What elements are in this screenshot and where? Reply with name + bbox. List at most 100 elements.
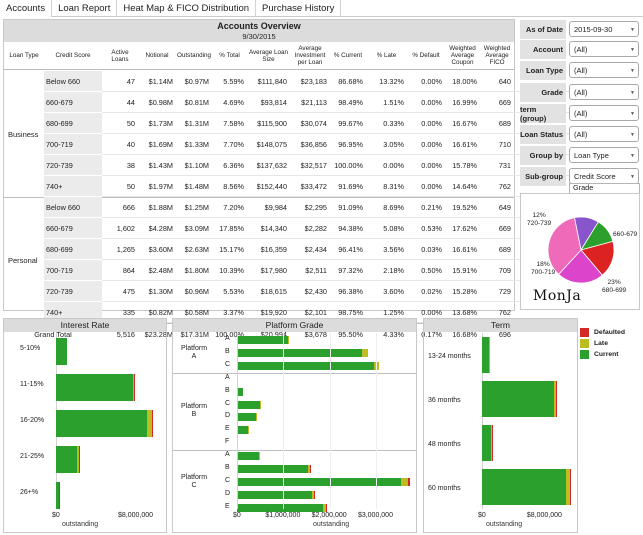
bar-current[interactable]	[482, 337, 489, 373]
table-cell: 40	[126, 140, 135, 149]
bar-current[interactable]	[237, 361, 374, 370]
bar-late[interactable]	[401, 477, 409, 486]
bar-current[interactable]	[237, 400, 261, 409]
bar-current[interactable]	[482, 425, 492, 461]
bar-late[interactable]	[565, 469, 570, 505]
bar-current[interactable]	[237, 426, 249, 435]
column-header[interactable]: Outstanding	[176, 42, 212, 70]
bar-current[interactable]	[56, 338, 67, 365]
bar-current[interactable]	[56, 482, 59, 509]
table-cell: $2,434	[304, 245, 327, 254]
bar-current[interactable]	[482, 381, 554, 417]
legend-late[interactable]: Late	[580, 338, 640, 349]
bar-current[interactable]	[237, 503, 324, 512]
table-cell: 335	[122, 308, 135, 317]
bar-late[interactable]	[362, 348, 368, 357]
column-header[interactable]: Active Loans	[102, 42, 138, 70]
overview-title: Accounts Overview	[217, 21, 301, 31]
table-cell: 7.20%	[223, 203, 244, 212]
filter-value: (All)	[574, 109, 588, 118]
bar-late[interactable]	[147, 410, 152, 437]
filter-select[interactable]: (All) ▼	[569, 41, 639, 57]
filter-select[interactable]: Credit Score ▼	[569, 168, 639, 184]
legend-defaulted[interactable]: Defaulted	[580, 327, 640, 338]
x-tick: $3,000,000	[357, 512, 393, 519]
bar-current[interactable]	[237, 348, 363, 357]
table-cell: 666	[122, 203, 135, 212]
loan-type-label: Business	[8, 129, 39, 139]
bar-late[interactable]	[77, 446, 79, 473]
bar-late[interactable]	[553, 381, 557, 417]
column-header[interactable]: Weighted Average Coupon	[445, 42, 480, 70]
bar-late[interactable]	[323, 503, 326, 512]
tab-accounts[interactable]: Accounts	[0, 0, 53, 17]
bar-current[interactable]	[237, 490, 313, 499]
tab-heat-map[interactable]: Heat Map & FICO Distribution	[117, 0, 257, 17]
subgroup-option[interactable]: Grade	[573, 183, 594, 192]
table-cell: $115,900	[257, 119, 287, 128]
bar-current[interactable]	[237, 465, 308, 473]
pie-slice[interactable]	[547, 217, 582, 275]
table-cell: $3.60M	[148, 245, 173, 254]
tab-purchase-history[interactable]: Purchase History	[256, 0, 342, 17]
bar-current[interactable]	[56, 410, 148, 437]
table-cell: $9,984	[264, 203, 287, 212]
overview-date: 9/30/2015	[242, 32, 276, 41]
bar-current[interactable]	[56, 374, 133, 401]
column-header[interactable]: Weighted Average FICO	[480, 42, 514, 70]
bar-current[interactable]	[237, 477, 402, 486]
platform-group-label: Platform B	[180, 403, 208, 419]
table-cell: $4.28M	[148, 224, 173, 233]
column-header[interactable]: % Current	[330, 42, 366, 70]
table-cell: $32,517	[300, 161, 327, 170]
bar-defaulted[interactable]	[325, 503, 327, 512]
filter-select[interactable]: (All) ▼	[569, 84, 639, 100]
bar-late[interactable]	[312, 490, 315, 499]
pie-pct-720: 12%	[532, 212, 546, 219]
column-header[interactable]: Average Investment per Loan	[290, 42, 330, 70]
table-cell: $1.97M	[148, 182, 173, 191]
filter-select[interactable]: (All) ▼	[569, 105, 639, 121]
bar-current[interactable]	[56, 446, 77, 473]
filter-label: Group by	[520, 146, 566, 165]
bar-current[interactable]	[237, 336, 288, 344]
filter-select[interactable]: Loan Type ▼	[569, 147, 639, 163]
grade-label: B	[225, 386, 230, 394]
legend-swatch-current	[580, 350, 589, 359]
column-header[interactable]: Loan Type	[4, 42, 44, 70]
filter-select[interactable]: (All) ▼	[569, 62, 639, 78]
column-header[interactable]: Average Loan Size	[247, 42, 290, 70]
table-cell: $0.82M	[148, 308, 173, 317]
table-cell: $111,840	[257, 77, 287, 86]
table-cell: 100.00%	[334, 161, 363, 170]
table-cell: 44	[126, 98, 135, 107]
bar-current[interactable]	[237, 413, 256, 422]
column-header[interactable]: Notional	[138, 42, 176, 70]
filter-select[interactable]: 2015-09-30 ▼	[569, 21, 639, 37]
term-panel: Term 13-24 months 36 months 48 months 60 mo…	[423, 318, 578, 533]
bar-defaulted[interactable]	[408, 477, 410, 486]
table-cell: 99.67%	[338, 119, 363, 128]
column-header[interactable]: % Late	[366, 42, 407, 70]
table-cell: $93,814	[260, 98, 287, 107]
filter-select[interactable]: (All) ▼	[569, 126, 639, 142]
pie-slice[interactable]	[558, 249, 603, 284]
bar-late[interactable]	[307, 465, 311, 473]
table-cell: 0.00%	[421, 98, 442, 107]
pie-label-660: 660-679	[613, 231, 637, 239]
column-header[interactable]: Credit Score	[44, 42, 102, 70]
table-cell: 1,602	[116, 224, 135, 233]
bar-late[interactable]	[132, 374, 135, 401]
bar-current[interactable]	[237, 387, 244, 396]
bar-current[interactable]	[482, 469, 566, 505]
legend-current[interactable]: Current	[580, 349, 640, 360]
tab-loan-report[interactable]: Loan Report	[52, 0, 118, 17]
interest-rate-title: Interest Rate	[4, 319, 166, 332]
grade-label: A	[225, 335, 230, 342]
column-header[interactable]: % Default	[407, 42, 445, 70]
x-tick: $0	[233, 512, 241, 519]
column-header[interactable]: % Total	[212, 42, 247, 70]
pie-cat-680: 680-699	[602, 286, 627, 294]
table-cell: 15.91%	[452, 266, 477, 275]
bar-current[interactable]	[237, 452, 259, 461]
